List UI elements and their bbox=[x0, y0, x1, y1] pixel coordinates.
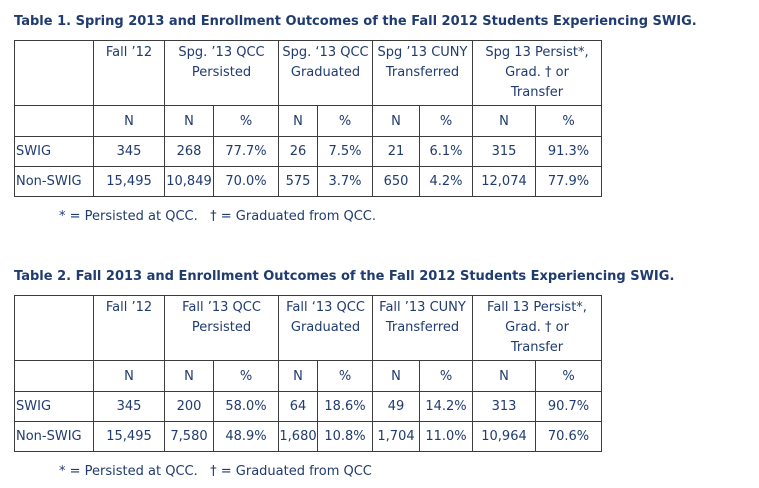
data-cell: 200 bbox=[164, 391, 214, 422]
data-cell: 313 bbox=[472, 391, 536, 422]
subheader-cell: N bbox=[164, 360, 214, 392]
subheader-row: N N % N % N % N % bbox=[14, 105, 602, 137]
column-header-transferred: Spg ’13 CUNY Transferred bbox=[372, 40, 473, 106]
table-row: Non-SWIG 15,495 7,580 48.9% 1,680 10.8% … bbox=[14, 421, 602, 452]
table-2: Fall ’12 Fall ’13 QCC Persisted Fall ‘13… bbox=[14, 295, 602, 452]
data-cell: 650 bbox=[372, 166, 420, 197]
data-cell: 64 bbox=[278, 391, 318, 422]
table-row: Non-SWIG 15,495 10,849 70.0% 575 3.7% 65… bbox=[14, 166, 602, 197]
table-2-title: Table 2. Fall 2013 and Enrollment Outcom… bbox=[14, 269, 675, 284]
subheader-cell: % bbox=[317, 105, 373, 137]
column-header-persist-grad-transfer: Spg 13 Persist*, Grad. † or Transfer bbox=[472, 40, 602, 106]
data-cell: 10,964 bbox=[472, 421, 536, 452]
data-cell: 268 bbox=[164, 136, 214, 167]
data-cell: 77.9% bbox=[535, 166, 602, 197]
subheader-cell: % bbox=[213, 360, 279, 392]
data-cell: 15,495 bbox=[93, 166, 165, 197]
data-cell: 26 bbox=[278, 136, 318, 167]
data-cell: 90.7% bbox=[535, 391, 602, 422]
subheader-cell: % bbox=[535, 105, 602, 137]
table-1: Fall ’12 Spg. ’13 QCC Persisted Spg. ‘13… bbox=[14, 40, 602, 197]
data-cell: 345 bbox=[93, 136, 165, 167]
data-cell: 49 bbox=[372, 391, 420, 422]
data-cell: 6.1% bbox=[419, 136, 473, 167]
data-cell: 48.9% bbox=[213, 421, 279, 452]
data-cell: 4.2% bbox=[419, 166, 473, 197]
data-cell: 1,680 bbox=[278, 421, 318, 452]
data-cell: 15,495 bbox=[93, 421, 165, 452]
header-row: Fall ’12 Fall ’13 QCC Persisted Fall ‘13… bbox=[14, 295, 602, 361]
subheader-cell: % bbox=[317, 360, 373, 392]
data-cell: 14.2% bbox=[419, 391, 473, 422]
column-header-persisted: Fall ’13 QCC Persisted bbox=[164, 295, 279, 361]
data-cell: 1,704 bbox=[372, 421, 420, 452]
empty-cell bbox=[14, 360, 94, 392]
data-cell: 575 bbox=[278, 166, 318, 197]
table-1-title: Table 1. Spring 2013 and Enrollment Outc… bbox=[14, 14, 697, 29]
subheader-cell: % bbox=[213, 105, 279, 137]
data-cell: 7,580 bbox=[164, 421, 214, 452]
subheader-cell: % bbox=[419, 105, 473, 137]
row-label: Non-SWIG bbox=[14, 166, 94, 197]
subheader-cell: N bbox=[278, 360, 318, 392]
empty-cell bbox=[14, 105, 94, 137]
header-row: Fall ’12 Spg. ’13 QCC Persisted Spg. ‘13… bbox=[14, 40, 602, 106]
subheader-cell: N bbox=[278, 105, 318, 137]
data-cell: 91.3% bbox=[535, 136, 602, 167]
table-2-footnote: * = Persisted at QCC. † = Graduated from… bbox=[59, 464, 372, 479]
subheader-cell: N bbox=[93, 360, 165, 392]
data-cell: 11.0% bbox=[419, 421, 473, 452]
column-header-persist-grad-transfer: Fall 13 Persist*, Grad. † or Transfer bbox=[472, 295, 602, 361]
subheader-cell: N bbox=[372, 105, 420, 137]
subheader-cell: N bbox=[93, 105, 165, 137]
data-cell: 18.6% bbox=[317, 391, 373, 422]
data-cell: 21 bbox=[372, 136, 420, 167]
subheader-cell: % bbox=[419, 360, 473, 392]
subheader-cell: % bbox=[535, 360, 602, 392]
table-row: SWIG 345 268 77.7% 26 7.5% 21 6.1% 315 9… bbox=[14, 136, 602, 167]
column-header-graduated: Fall ‘13 QCC Graduated bbox=[278, 295, 373, 361]
corner-cell bbox=[14, 295, 94, 361]
subheader-cell: N bbox=[164, 105, 214, 137]
row-label: SWIG bbox=[14, 391, 94, 422]
column-header-fall-12: Fall ’12 bbox=[93, 40, 165, 106]
data-cell: 70.6% bbox=[535, 421, 602, 452]
column-header-graduated: Spg. ‘13 QCC Graduated bbox=[278, 40, 373, 106]
subheader-row: N N % N % N % N % bbox=[14, 360, 602, 392]
data-cell: 315 bbox=[472, 136, 536, 167]
row-label: Non-SWIG bbox=[14, 421, 94, 452]
table-1-footnote: * = Persisted at QCC. † = Graduated from… bbox=[59, 209, 377, 224]
subheader-cell: N bbox=[372, 360, 420, 392]
column-header-persisted: Spg. ’13 QCC Persisted bbox=[164, 40, 279, 106]
data-cell: 3.7% bbox=[317, 166, 373, 197]
data-cell: 77.7% bbox=[213, 136, 279, 167]
data-cell: 7.5% bbox=[317, 136, 373, 167]
corner-cell bbox=[14, 40, 94, 106]
table-row: SWIG 345 200 58.0% 64 18.6% 49 14.2% 313… bbox=[14, 391, 602, 422]
column-header-transferred: Fall ’13 CUNY Transferred bbox=[372, 295, 473, 361]
data-cell: 10,849 bbox=[164, 166, 214, 197]
data-cell: 70.0% bbox=[213, 166, 279, 197]
row-label: SWIG bbox=[14, 136, 94, 167]
data-cell: 10.8% bbox=[317, 421, 373, 452]
column-header-fall-12: Fall ’12 bbox=[93, 295, 165, 361]
data-cell: 12,074 bbox=[472, 166, 536, 197]
data-cell: 345 bbox=[93, 391, 165, 422]
subheader-cell: N bbox=[472, 105, 536, 137]
data-cell: 58.0% bbox=[213, 391, 279, 422]
subheader-cell: N bbox=[472, 360, 536, 392]
